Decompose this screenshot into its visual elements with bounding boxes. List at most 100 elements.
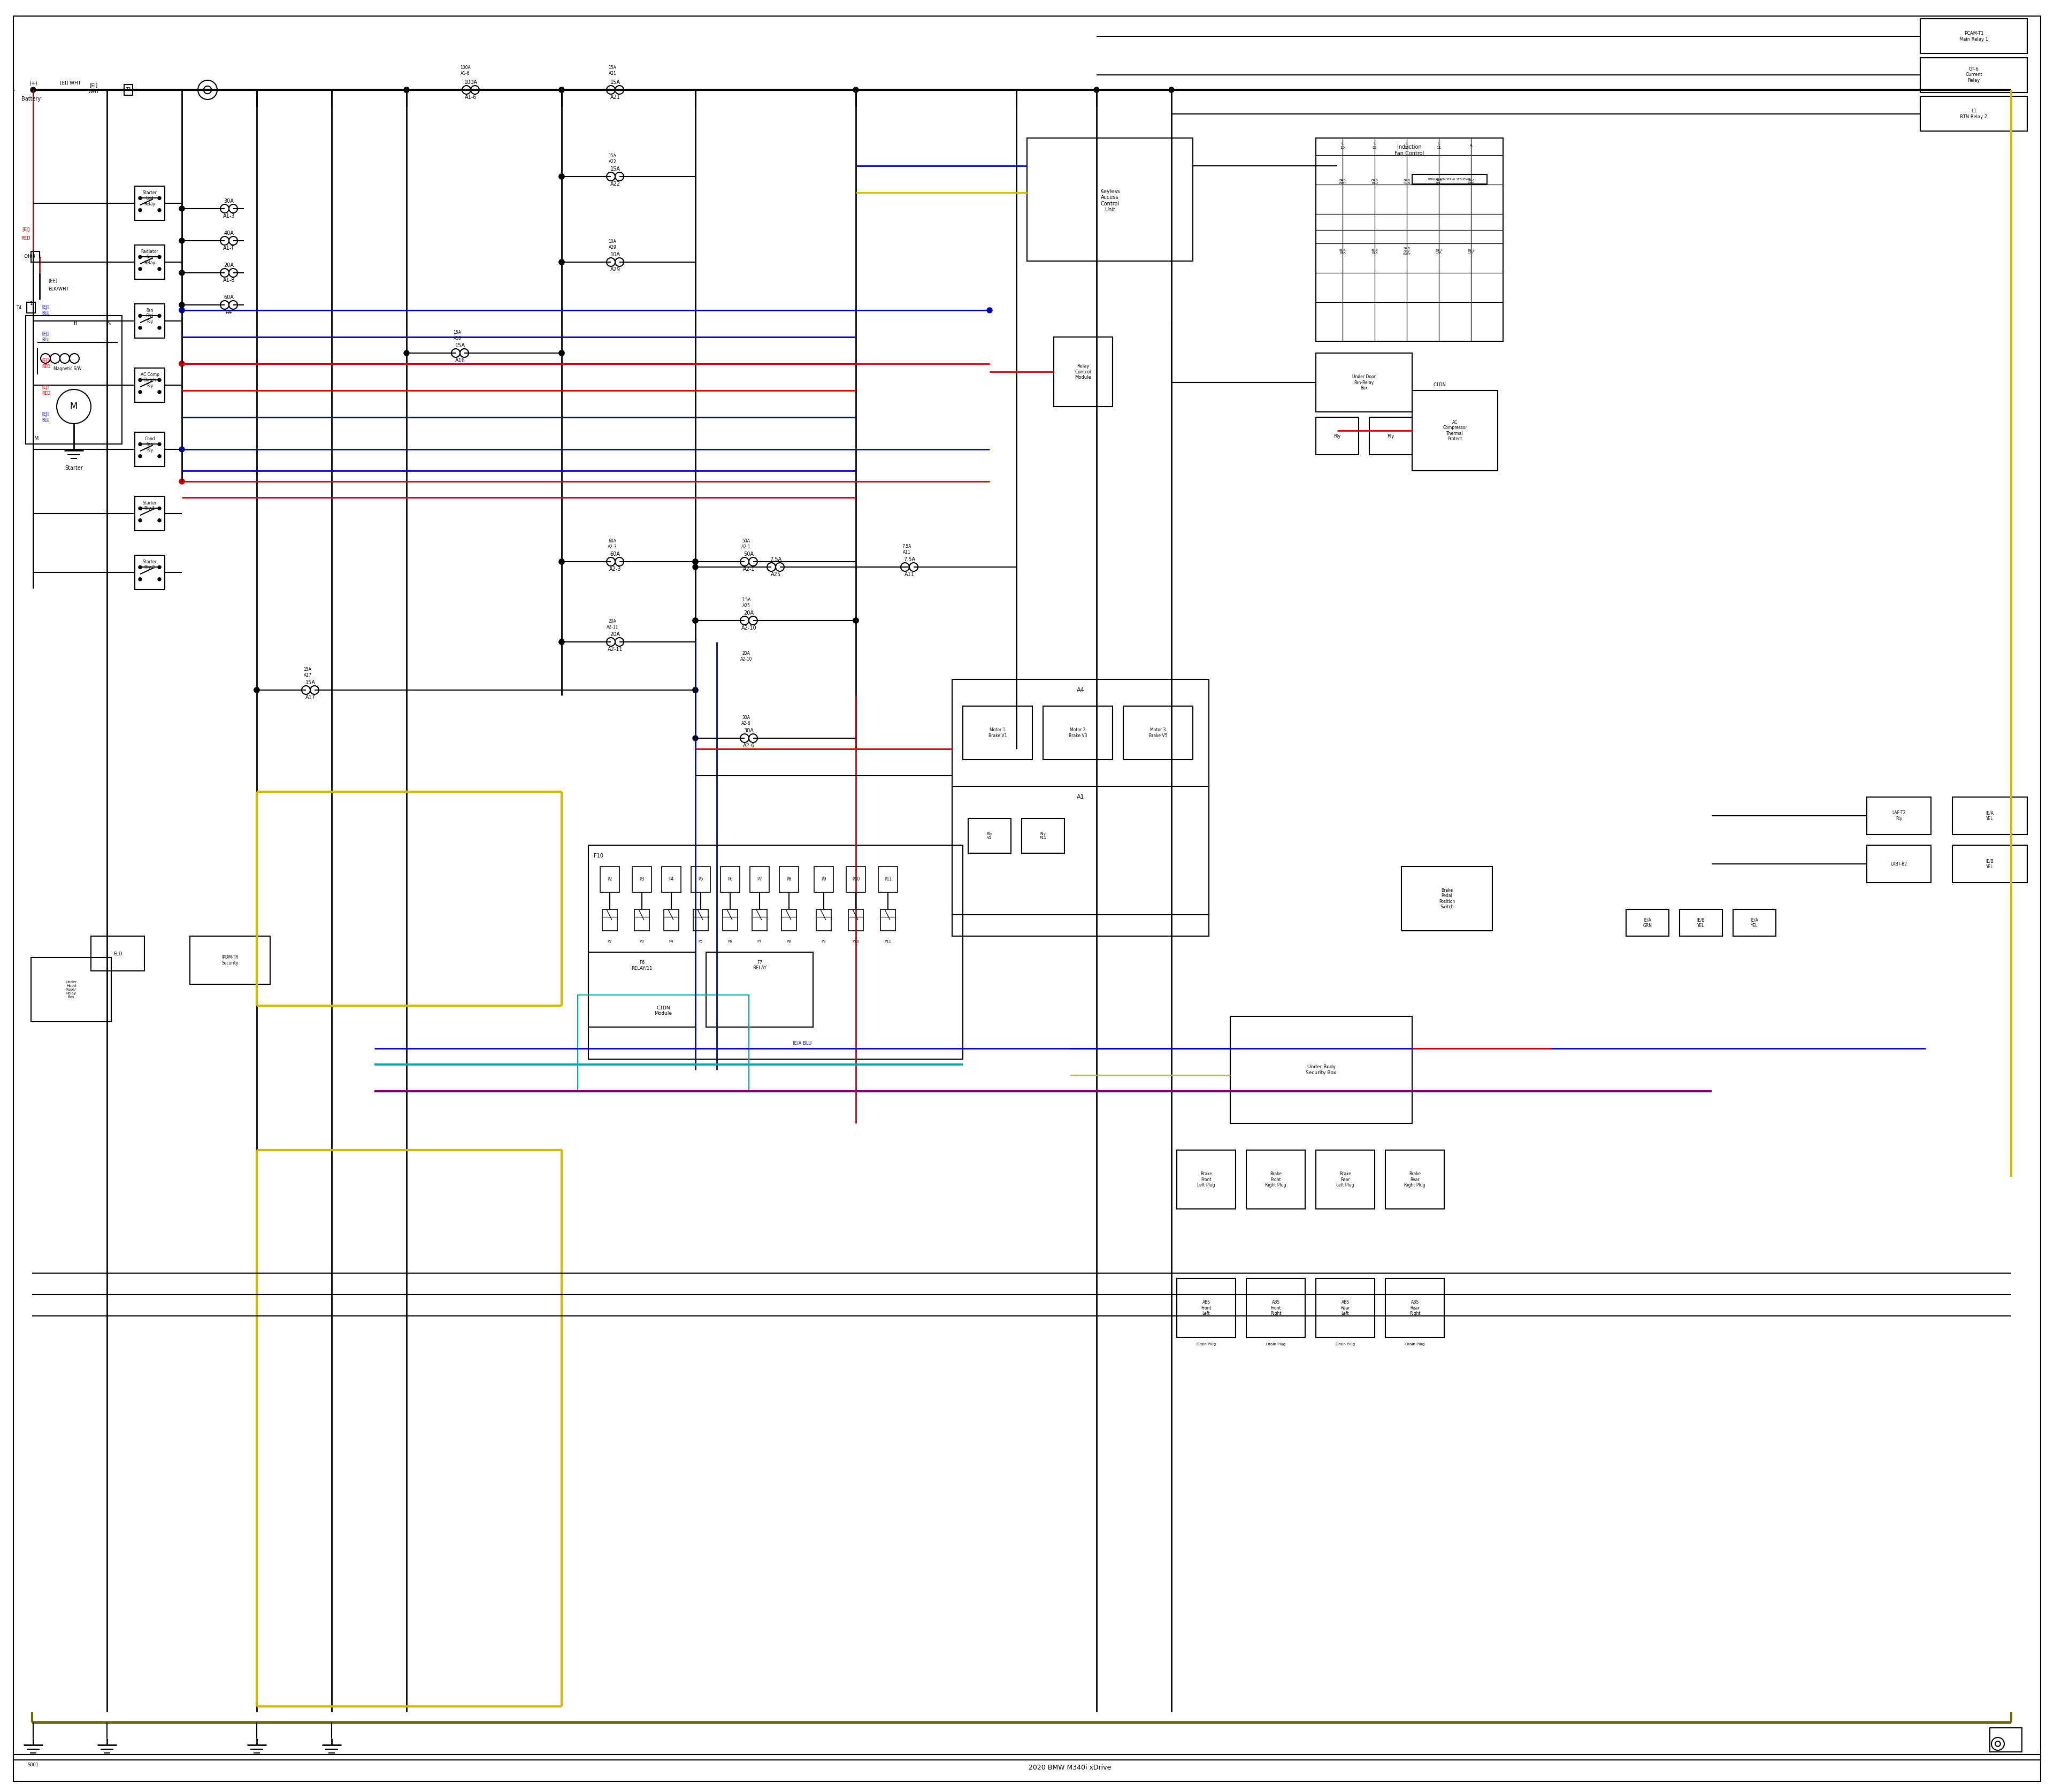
Circle shape bbox=[138, 507, 142, 511]
Text: F10: F10 bbox=[594, 853, 604, 858]
Text: Rly
F11: Rly F11 bbox=[1039, 831, 1048, 839]
Text: 20A
A2-11: 20A A2-11 bbox=[606, 618, 618, 629]
Circle shape bbox=[179, 303, 185, 308]
Circle shape bbox=[852, 618, 859, 624]
Text: A29: A29 bbox=[610, 267, 620, 272]
Text: [EJ]
RED: [EJ] RED bbox=[41, 358, 49, 369]
Text: P5: P5 bbox=[698, 876, 702, 882]
Bar bbox=[1413, 174, 1487, 185]
Bar bbox=[1317, 138, 1504, 340]
Bar bbox=[577, 995, 750, 1091]
Text: P4: P4 bbox=[670, 939, 674, 943]
Bar bbox=[1990, 1727, 2021, 1753]
Text: L1
BTN Relay 2: L1 BTN Relay 2 bbox=[1960, 109, 1988, 118]
Text: 50A
A2-1: 50A A2-1 bbox=[741, 539, 752, 548]
Circle shape bbox=[138, 267, 142, 271]
Text: 30A: 30A bbox=[224, 199, 234, 204]
Text: IE/A BLU: IE/A BLU bbox=[793, 1041, 811, 1045]
Text: P3: P3 bbox=[639, 876, 645, 882]
Circle shape bbox=[692, 618, 698, 624]
Text: 7.5A
A25: 7.5A A25 bbox=[741, 599, 752, 607]
Text: 60A
A2-3: 60A A2-3 bbox=[608, 539, 616, 548]
Text: S001: S001 bbox=[27, 1763, 39, 1767]
Circle shape bbox=[559, 640, 565, 645]
Text: P6: P6 bbox=[727, 939, 733, 943]
Bar bbox=[1867, 797, 1931, 835]
Bar bbox=[661, 867, 682, 892]
Text: 10A: 10A bbox=[610, 253, 620, 258]
Text: P8: P8 bbox=[787, 876, 791, 882]
Circle shape bbox=[1095, 88, 1099, 93]
Bar bbox=[1043, 706, 1113, 760]
Text: IE/B
YEL: IE/B YEL bbox=[1986, 858, 1994, 869]
Text: Rly
V1: Rly V1 bbox=[986, 831, 992, 839]
Bar bbox=[1384, 1278, 1444, 1337]
Bar bbox=[1247, 1278, 1304, 1337]
Text: P7: P7 bbox=[758, 939, 762, 943]
Text: T4: T4 bbox=[16, 305, 21, 310]
Text: P11: P11 bbox=[885, 939, 891, 943]
Circle shape bbox=[559, 260, 565, 265]
Text: A: A bbox=[1471, 143, 1473, 147]
Text: P2: P2 bbox=[608, 939, 612, 943]
Text: 15A
A21: 15A A21 bbox=[608, 66, 616, 75]
Text: [EE]: [EE] bbox=[47, 278, 58, 283]
Text: P9: P9 bbox=[822, 876, 826, 882]
Text: LABT-B2: LABT-B2 bbox=[1890, 862, 1908, 866]
Text: 15A: 15A bbox=[306, 679, 316, 685]
Text: BLK/WHT: BLK/WHT bbox=[47, 287, 68, 292]
Text: A2-6: A2-6 bbox=[744, 744, 756, 749]
Bar bbox=[1680, 909, 1723, 935]
Circle shape bbox=[158, 507, 160, 511]
Bar bbox=[1370, 418, 1413, 455]
Text: A4: A4 bbox=[1076, 688, 1085, 694]
Bar bbox=[31, 957, 111, 1021]
Text: Starter
Coil
Relay: Starter Coil Relay bbox=[142, 190, 156, 206]
Bar bbox=[1317, 1278, 1374, 1337]
Text: Relay
Control
Module: Relay Control Module bbox=[1074, 364, 1091, 380]
Bar bbox=[136, 496, 164, 530]
Text: P7: P7 bbox=[758, 876, 762, 882]
Text: P5: P5 bbox=[698, 939, 702, 943]
Bar bbox=[602, 909, 618, 930]
Bar bbox=[1920, 97, 2027, 131]
Circle shape bbox=[692, 735, 698, 740]
Text: P8: P8 bbox=[787, 939, 791, 943]
Text: Keyless
Access
Control
Unit: Keyless Access Control Unit bbox=[1101, 188, 1119, 213]
Text: 20A: 20A bbox=[744, 611, 754, 616]
Text: [EI]: [EI] bbox=[90, 82, 99, 88]
Text: C1DN: C1DN bbox=[1434, 383, 1446, 387]
Text: Under Body
Security Box: Under Body Security Box bbox=[1306, 1064, 1337, 1075]
Text: A11: A11 bbox=[904, 572, 914, 577]
Text: 15A
A22: 15A A22 bbox=[608, 154, 616, 165]
Text: A1-T: A1-T bbox=[224, 246, 234, 251]
Circle shape bbox=[255, 688, 259, 694]
Bar bbox=[587, 846, 963, 1059]
Text: 2020 BMW M340i xDrive: 2020 BMW M340i xDrive bbox=[1029, 1765, 1111, 1772]
Circle shape bbox=[179, 360, 185, 366]
Bar bbox=[848, 909, 863, 930]
Text: BRB
TEL: BRB TEL bbox=[1436, 179, 1442, 185]
Text: [EJ]: [EJ] bbox=[23, 228, 29, 233]
Circle shape bbox=[158, 314, 160, 317]
Text: BRB
BLU: BRB BLU bbox=[1372, 179, 1378, 185]
Bar bbox=[1627, 909, 1668, 935]
Text: BRB
BLK: BRB BLK bbox=[1372, 249, 1378, 254]
Circle shape bbox=[158, 455, 160, 457]
Text: WHT: WHT bbox=[88, 90, 99, 95]
Bar bbox=[1021, 819, 1064, 853]
Bar bbox=[1027, 138, 1193, 262]
Bar bbox=[1317, 1150, 1374, 1210]
Bar bbox=[1177, 1278, 1237, 1337]
Circle shape bbox=[852, 618, 859, 624]
Text: [EI] WHT: [EI] WHT bbox=[60, 81, 80, 86]
Text: 1: 1 bbox=[12, 88, 14, 91]
Bar bbox=[587, 952, 696, 1027]
Circle shape bbox=[179, 308, 185, 314]
Circle shape bbox=[158, 518, 160, 521]
Text: 15A: 15A bbox=[610, 79, 620, 84]
Bar bbox=[813, 867, 834, 892]
Circle shape bbox=[559, 88, 565, 93]
Text: [EJ]
BLU: [EJ] BLU bbox=[41, 332, 49, 342]
Text: [EJ]
BLU: [EJ] BLU bbox=[41, 412, 49, 423]
